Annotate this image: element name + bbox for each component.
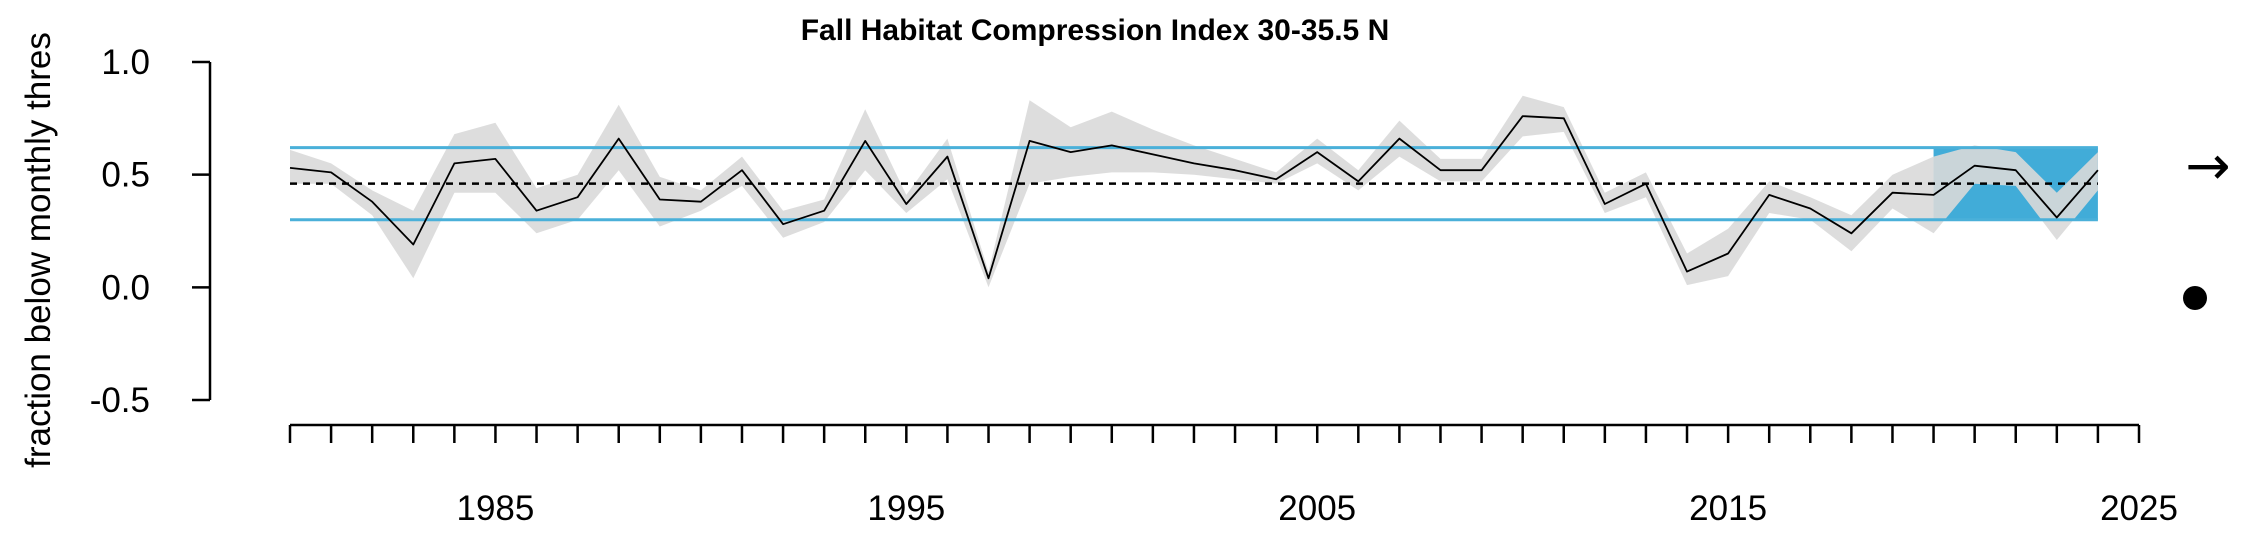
x-tick-label: 2015 — [1689, 489, 1767, 528]
y-tick-label: 0.5 — [101, 156, 150, 195]
y-axis-label: fraction below monthly thres — [19, 32, 58, 468]
y-tick-label: -0.5 — [90, 381, 150, 420]
plot-area — [289, 95, 2099, 288]
y-tick-label: 0.0 — [101, 268, 150, 307]
trend-status-dot — [2183, 286, 2207, 310]
y-tick-label: 1.0 — [101, 43, 150, 82]
chart-title: Fall Habitat Compression Index 30-35.5 N — [801, 14, 1390, 47]
x-tick-label: 1985 — [457, 489, 535, 528]
y-axis: -0.5 0.0 0.5 1.0 — [90, 43, 212, 420]
trend-arrow-icon: → — [2185, 134, 2230, 197]
x-tick-label: 2005 — [1278, 489, 1356, 528]
x-tick-label: 2025 — [2100, 489, 2178, 528]
x-tick-label: 1995 — [867, 489, 945, 528]
confidence-band — [290, 95, 2098, 288]
series-line — [289, 115, 2099, 280]
x-axis: 1985 1995 2005 2015 2025 — [288, 423, 2178, 528]
